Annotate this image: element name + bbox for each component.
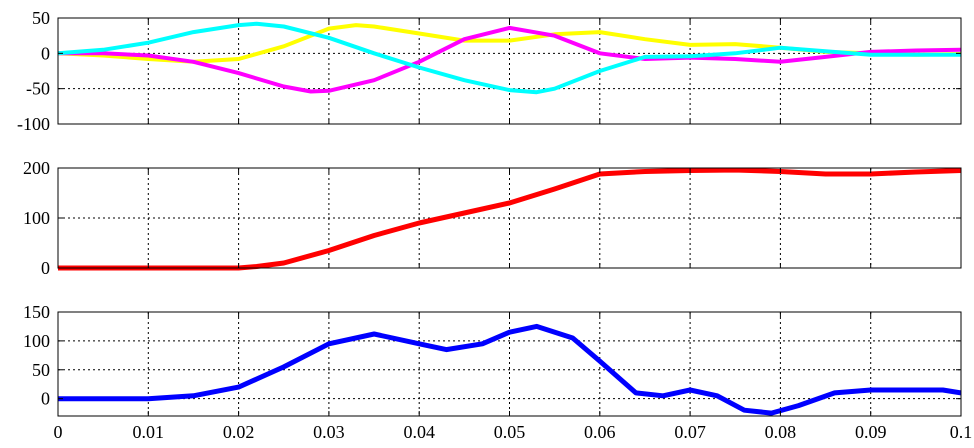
x-tick-label: 0.05 — [494, 422, 526, 442]
y-tick-label: -100 — [17, 114, 50, 134]
x-tick-label: 0.02 — [223, 422, 255, 442]
series-line-3 — [58, 21, 961, 95]
y-tick-label: -50 — [26, 79, 50, 99]
subplot-3: 150 100 50 00 0.01 0.02 0.03 0.04 0.05 0.06 0.07 0.… — [23, 302, 972, 442]
x-tick-label: 0.1 — [950, 422, 973, 442]
y-tick-label: 50 — [32, 8, 50, 28]
y-tick-label: 0 — [41, 258, 50, 278]
series-line-1 — [58, 323, 961, 416]
y-tick-label: 100 — [23, 331, 50, 351]
y-tick-label: 0 — [41, 43, 50, 63]
series-line-2 — [58, 25, 961, 94]
x-tick-label: 0.03 — [313, 422, 345, 442]
x-tick-label: 0.06 — [584, 422, 616, 442]
y-tick-label: 100 — [23, 208, 50, 228]
x-tick-label: 0.08 — [765, 422, 797, 442]
y-tick-label: 150 — [23, 302, 50, 322]
x-tick-label: 0.01 — [133, 422, 165, 442]
subplot-2: 200 100 0 — [23, 158, 962, 278]
y-tick-label: 50 — [32, 360, 50, 380]
x-tick-label: 0 — [54, 422, 63, 442]
subplot-1: 50 0 -50 -100 — [17, 8, 962, 134]
series-line-1 — [58, 167, 961, 271]
x-tick-label: 0.09 — [855, 422, 887, 442]
x-tick-label: 0.07 — [674, 422, 706, 442]
y-tick-label: 200 — [23, 158, 50, 178]
x-tick-label: 0.04 — [403, 422, 435, 442]
y-tick-label: 0 — [41, 389, 50, 409]
